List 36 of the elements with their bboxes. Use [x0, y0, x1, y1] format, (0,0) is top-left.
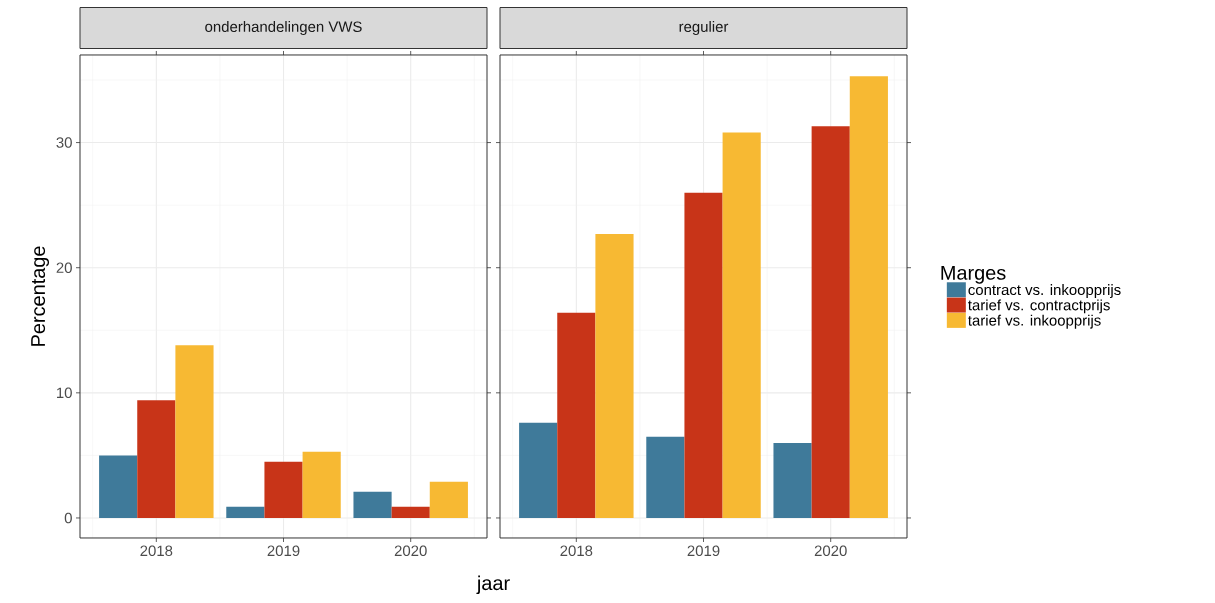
- bar: [391, 506, 430, 518]
- y-axis-title: Percentage: [31, 246, 50, 346]
- legend-label: contract vs. inkoopprijs: [968, 284, 1121, 299]
- bar: [429, 481, 468, 518]
- bar: [773, 442, 812, 518]
- y-tick-label: 30: [56, 137, 72, 148]
- bar: [353, 491, 392, 518]
- legend-label: tarief vs. inkoopprijs: [968, 314, 1101, 329]
- bar: [99, 455, 138, 518]
- bar: [722, 132, 761, 518]
- x-tick-label: 2020: [394, 545, 427, 557]
- x-tick-label: 2019: [687, 545, 720, 557]
- bar: [519, 422, 558, 518]
- chart-title: onderhandelingen VWS: [205, 21, 362, 35]
- bar: [137, 400, 176, 518]
- bar: [226, 506, 265, 518]
- y-tick-label: 10: [57, 387, 72, 399]
- bar: [557, 312, 596, 518]
- legend-title: Marges: [941, 265, 1006, 284]
- x-tick-label: 2018: [140, 545, 173, 557]
- bar: [849, 76, 888, 518]
- chart-title: regulier: [679, 21, 729, 35]
- x-axis-title: jaar: [476, 575, 510, 595]
- bar: [684, 192, 723, 518]
- x-tick-label: 2018: [560, 545, 593, 557]
- bar: [646, 436, 685, 518]
- bar: [264, 461, 303, 518]
- legend-label: tarief vs. contractprijs: [968, 299, 1110, 314]
- bar: [175, 345, 214, 518]
- y-tick-label: 0: [64, 512, 72, 524]
- y-tick-label: 20: [56, 262, 72, 273]
- bar: [811, 126, 850, 518]
- x-tick-label: 2020: [814, 545, 847, 557]
- bar: [595, 233, 634, 518]
- x-tick-label: 2019: [267, 545, 300, 557]
- bar: [302, 451, 341, 518]
